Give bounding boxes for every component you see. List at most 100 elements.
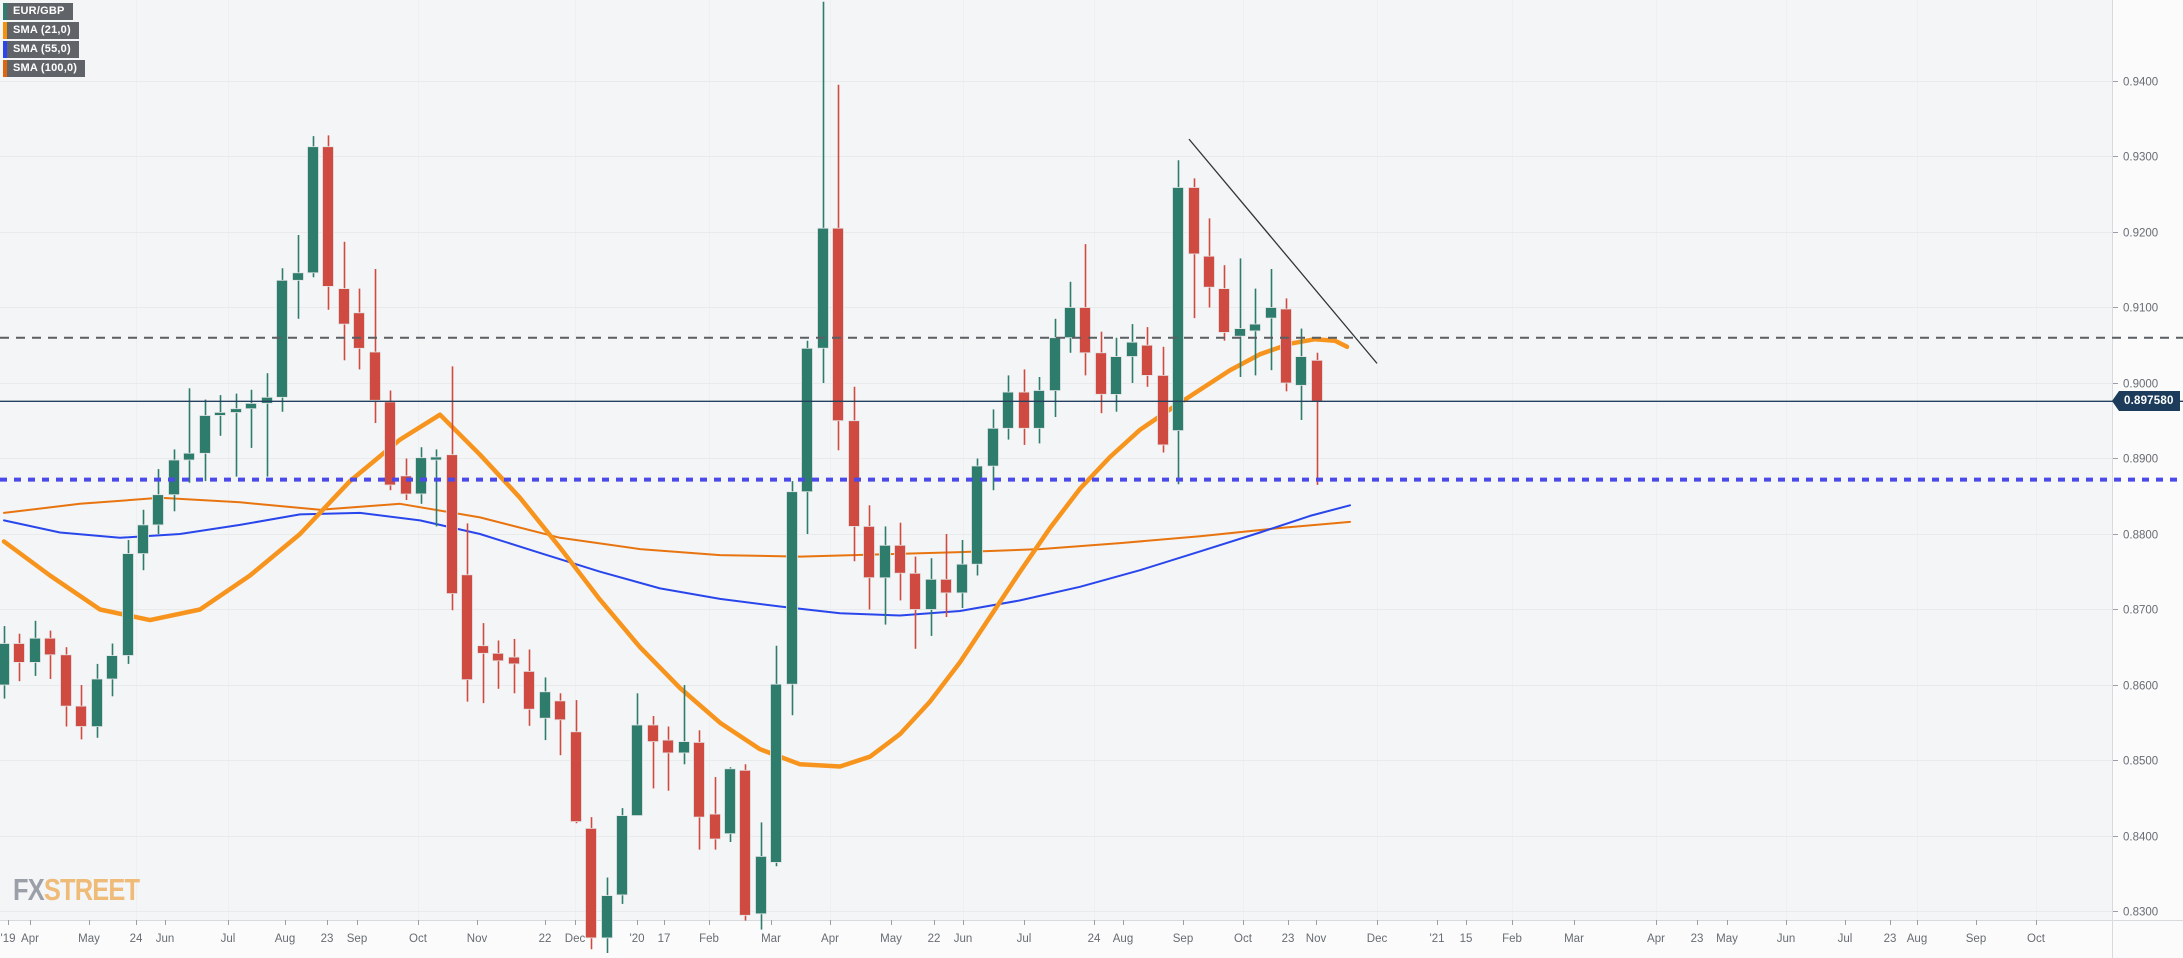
candle[interactable] <box>848 386 860 562</box>
candle[interactable] <box>75 685 87 740</box>
candle[interactable] <box>1110 337 1122 412</box>
candle[interactable] <box>1126 324 1138 383</box>
candle[interactable] <box>1095 331 1107 414</box>
candle[interactable] <box>570 700 582 824</box>
candle[interactable] <box>1265 269 1277 371</box>
sma-21-line[interactable] <box>1 336 1350 769</box>
candle[interactable] <box>183 388 195 483</box>
candle[interactable] <box>338 241 350 361</box>
candle[interactable] <box>276 268 288 412</box>
candles[interactable] <box>0 1 1323 954</box>
candle-body <box>415 457 427 495</box>
candle[interactable] <box>863 505 875 610</box>
candle[interactable] <box>477 623 489 704</box>
candle[interactable] <box>137 509 149 571</box>
candle[interactable] <box>13 633 25 682</box>
candle[interactable] <box>631 693 643 816</box>
candle[interactable] <box>353 288 365 370</box>
candle-body <box>29 637 41 663</box>
candle[interactable] <box>894 522 906 601</box>
candle[interactable] <box>1002 375 1014 440</box>
candle[interactable] <box>1234 258 1246 377</box>
candle[interactable] <box>925 558 937 636</box>
candle[interactable] <box>1188 178 1200 319</box>
candle[interactable] <box>322 135 334 310</box>
candle[interactable] <box>1033 377 1045 444</box>
candle[interactable] <box>384 390 396 491</box>
candle[interactable] <box>1203 218 1215 308</box>
candle[interactable] <box>755 822 767 930</box>
candle[interactable] <box>801 340 813 534</box>
candle-body <box>709 813 721 840</box>
candle[interactable] <box>508 638 520 694</box>
descending-trendline[interactable] <box>1188 138 1378 364</box>
candle[interactable] <box>1157 346 1169 453</box>
sma-55-line[interactable] <box>3 504 1351 617</box>
candle[interactable] <box>971 458 983 576</box>
legend-sma55-pill[interactable]: SMA (55,0) <box>3 41 79 58</box>
candle[interactable] <box>987 409 999 491</box>
candle[interactable] <box>786 481 798 716</box>
candle[interactable] <box>245 389 257 448</box>
candle[interactable] <box>585 817 597 950</box>
x-tick-label: Jul <box>1017 933 1032 945</box>
candle[interactable] <box>956 540 968 608</box>
candle[interactable] <box>369 269 381 423</box>
candle[interactable] <box>307 136 319 278</box>
candle[interactable] <box>647 716 659 789</box>
candle[interactable] <box>1172 160 1184 485</box>
candle[interactable] <box>770 645 782 867</box>
candle[interactable] <box>292 235 304 319</box>
candle[interactable] <box>693 730 705 850</box>
last-price-tag[interactable]: 0.897580 <box>2112 391 2180 412</box>
plot-area[interactable] <box>0 0 2112 920</box>
candle[interactable] <box>1018 369 1030 445</box>
candle[interactable] <box>1064 281 1076 353</box>
candle[interactable] <box>523 649 535 726</box>
y-tick-label: 0.9300 <box>2123 152 2158 164</box>
candle[interactable] <box>461 523 473 702</box>
candle[interactable] <box>1141 327 1153 387</box>
candle[interactable] <box>91 663 103 738</box>
candle[interactable] <box>446 366 458 611</box>
candle[interactable] <box>879 526 891 625</box>
candle[interactable] <box>1295 328 1307 420</box>
candle[interactable] <box>616 808 628 904</box>
candle[interactable] <box>261 373 273 477</box>
candle[interactable] <box>601 877 613 954</box>
candle[interactable] <box>199 399 211 482</box>
legend-pair-pill[interactable]: EUR/GBP <box>3 3 73 20</box>
candle[interactable] <box>724 767 736 842</box>
candle[interactable] <box>554 693 566 756</box>
candle[interactable] <box>0 626 10 699</box>
candle[interactable] <box>709 777 721 850</box>
x-tick-label: 24 <box>1088 933 1101 945</box>
candle[interactable] <box>909 556 921 649</box>
candle[interactable] <box>662 726 674 791</box>
legend-sma100-pill[interactable]: SMA (100,0) <box>3 60 86 77</box>
candle[interactable] <box>539 677 551 741</box>
candle[interactable] <box>739 764 751 921</box>
candle[interactable] <box>415 447 427 504</box>
legend-sma21-pill[interactable]: SMA (21,0) <box>3 22 79 39</box>
candle-body <box>863 526 875 579</box>
candle[interactable] <box>122 540 134 664</box>
candle[interactable] <box>1280 298 1292 392</box>
candle-body <box>786 491 798 685</box>
candle[interactable] <box>430 449 442 527</box>
candle[interactable] <box>940 534 952 617</box>
candle[interactable] <box>230 393 242 477</box>
candle[interactable] <box>817 1 829 383</box>
candle[interactable] <box>29 620 41 676</box>
candle[interactable] <box>44 630 56 679</box>
candle[interactable] <box>832 84 844 451</box>
candle[interactable] <box>60 647 72 727</box>
candle[interactable] <box>1249 288 1261 376</box>
candle[interactable] <box>678 685 690 765</box>
sma-100-line[interactable] <box>3 496 1351 558</box>
candle[interactable] <box>106 643 118 697</box>
candle[interactable] <box>492 640 504 689</box>
candle[interactable] <box>1218 265 1230 341</box>
candle[interactable] <box>1079 244 1091 376</box>
